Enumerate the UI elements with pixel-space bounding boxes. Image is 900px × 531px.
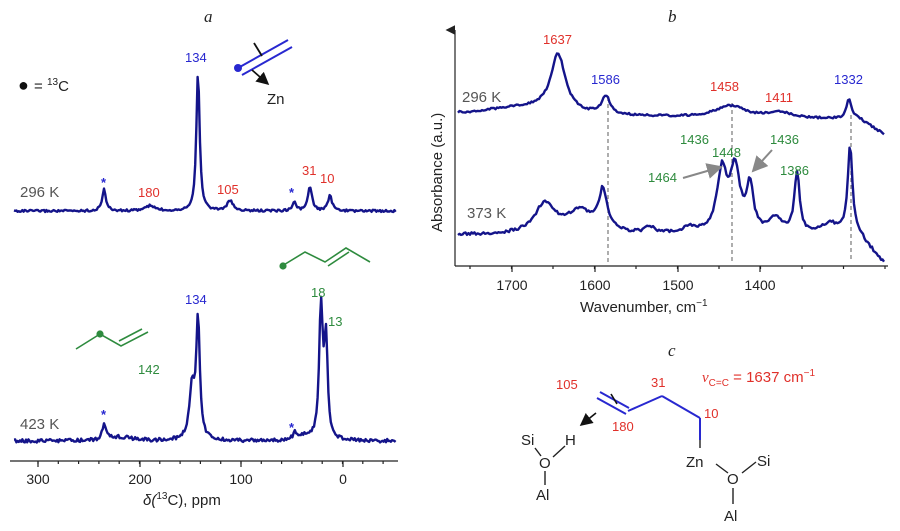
nmr-top-peak-star-1: * [101,175,107,190]
nmr-x-axis-label: δ(13C), ppm [143,491,221,509]
atom-o-right: O [727,471,739,488]
ir-temp-373k: 373 K [467,205,506,222]
ir-y-axis-label: Absorbance (a.u.) [429,113,446,232]
allyl-label-10: 10 [704,406,718,421]
butene-molecule-icon [279,247,371,270]
nmr-bottom-peak-142: 142 [138,362,160,377]
ir-bottom-peak-1464: 1464 [648,170,677,185]
nmr-temp-296k: 296 K [20,184,59,201]
zn-site-group: Zn O Si Al [686,453,770,525]
panel-a: a ● = 13C 296 K 423 K * 180 134 105 * 31… [10,7,398,509]
nmr-bottom-peak-18: 18 [311,285,325,300]
atom-h: H [565,432,576,449]
ir-top-peak-1586: 1586 [591,72,620,87]
nmr-temp-423k: 423 K [20,416,59,433]
atom-si-left: Si [521,432,534,449]
nmr-spectrum-296k [13,75,397,214]
legend-dot-icon: ● [18,75,29,95]
atom-al-left: Al [536,487,549,504]
ir-bottom-peak-1436-b: 1436 [770,132,799,147]
nmr-bottom-peak-star-1: * [101,407,107,422]
atom-o-left: O [539,455,551,472]
panel-a-label: a [204,7,213,26]
panel-c-label: c [668,341,676,360]
zn-label: Zn [267,91,285,108]
allyl-zinc-icon: Zn [234,39,293,108]
nmr-bottom-peak-13: 13 [328,314,342,329]
atom-zn: Zn [686,454,704,471]
nmr-x-tick-label: 0 [339,471,347,487]
nmr-top-peak-105: 105 [217,182,239,197]
allyl-label-31: 31 [651,375,665,390]
allyl-chain [579,391,701,448]
allyl-label-180: 180 [612,419,634,434]
nmr-top-peak-31: 31 [302,163,316,178]
ir-x-tick-label: 1600 [579,277,610,293]
ir-x-tick-label: 1400 [744,277,775,293]
ir-x-axis-label: Wavenumber, cm−1 [580,298,708,316]
nu-cc-label: νC=C = 1637 cm−1 [702,368,815,389]
nmr-x-tick-label: 100 [229,471,253,487]
panel-b-label: b [668,7,677,26]
ir-arrow-1436-icon [751,149,773,173]
nmr-bottom-peak-star-2: * [289,420,295,435]
atom-si-right: Si [757,453,770,470]
ir-x-tick-label: 1500 [662,277,693,293]
nmr-x-tick-label: 300 [26,471,50,487]
ir-top-peak-1637: 1637 [543,32,572,47]
panel-c: c νC=C = 1637 cm−1 105 31 180 10 Si O H … [521,341,815,525]
atom-al-right: Al [724,508,737,525]
nmr-top-peak-180: 180 [138,185,160,200]
ir-spectrum-296k [457,52,885,136]
ir-top-peak-1458: 1458 [710,79,739,94]
ir-x-tick-label: 1700 [496,277,527,293]
ir-bottom-peak-1448: 1448 [712,145,741,160]
ir-x-ticks: 1700 1600 1500 1400 [469,266,886,293]
nmr-top-peak-star-2: * [289,185,295,200]
ir-top-peak-1332: 1332 [834,72,863,87]
ir-spectrum-373k [457,146,886,263]
nmr-bottom-peak-134: 134 [185,292,207,307]
silanol-group: Si O H Al [521,432,576,504]
allyl-label-105: 105 [556,377,578,392]
ir-temp-296k: 296 K [462,89,501,106]
butene-molecule-2-icon [75,328,149,350]
ir-arrow-1464-icon [682,163,723,179]
ir-top-peak-1411: 1411 [765,90,793,105]
nmr-top-peak-10: 10 [320,171,334,186]
panel-b: b 1700 1600 1500 1400 Absorbance (a.u.) Wav… [429,7,888,316]
nmr-x-tick-label: 200 [128,471,152,487]
nmr-x-axis: 300 200 100 0 δ(13C), ppm [10,460,398,509]
nmr-spectrum-423k [13,295,397,444]
ir-bottom-peak-1386: 1386 [780,163,809,178]
legend-text: = 13C [34,77,69,95]
ir-bottom-peak-1436-a: 1436 [680,132,709,147]
nmr-top-peak-134: 134 [185,50,207,65]
